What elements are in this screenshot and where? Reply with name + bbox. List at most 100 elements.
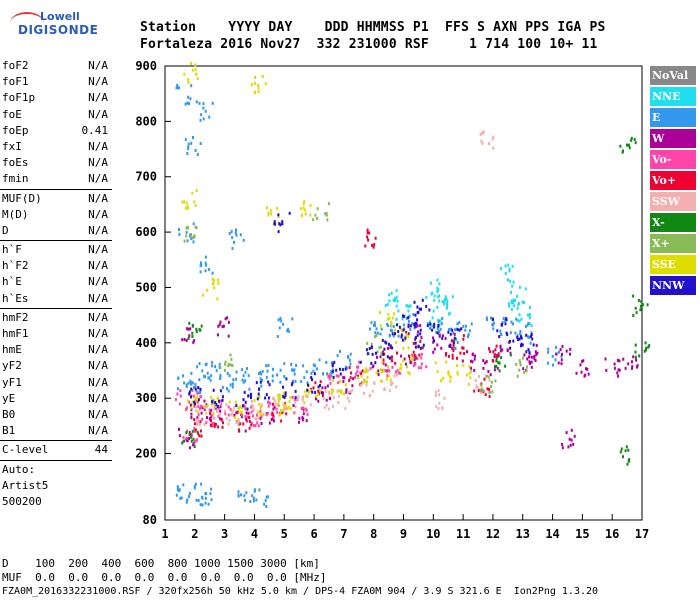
echo-mark-sse — [190, 62, 192, 66]
echo-mark-sse — [469, 376, 472, 380]
echo-mark-w — [561, 352, 563, 356]
echo-mark-vo — [394, 361, 397, 365]
echo-mark-nne — [500, 267, 502, 271]
echo-mark-nne — [431, 316, 434, 320]
echo-mark-nne — [528, 316, 531, 320]
echo-mark-e — [265, 495, 268, 499]
echo-mark-nnw — [282, 385, 284, 389]
echo-mark-vo — [329, 381, 332, 385]
echo-mark-vo — [495, 344, 498, 348]
echo-mark-nne — [508, 269, 511, 273]
echo-mark-sse — [315, 394, 318, 398]
echo-mark-nnw — [417, 344, 420, 348]
echo-mark-sse — [309, 389, 312, 392]
echo-mark-ssw — [492, 146, 495, 150]
param-name: foE — [2, 107, 22, 121]
echo-mark-e — [200, 482, 203, 486]
echo-mark-e — [197, 499, 200, 503]
echo-mark-e — [204, 269, 207, 273]
echo-mark-x — [190, 439, 193, 443]
echo-mark-x — [229, 363, 232, 367]
param-row-hes: h`Es N/A — [0, 291, 112, 307]
echo-mark-w — [432, 350, 435, 354]
echo-mark-x — [498, 361, 501, 365]
echo-mark-w — [534, 359, 537, 362]
logo-arc-icon — [10, 12, 44, 34]
echo-mark-w — [534, 350, 537, 354]
echo-mark-x — [625, 445, 628, 449]
echo-mark-ssw — [254, 417, 257, 421]
echo-mark-nnw — [433, 339, 435, 343]
echo-mark-nnw — [242, 404, 244, 408]
param-name: fmin — [2, 172, 29, 186]
echo-mark-w — [385, 369, 388, 373]
echo-mark-vo — [412, 350, 415, 354]
echo-mark-nne — [433, 298, 436, 302]
echo-mark-sse — [278, 397, 281, 401]
echo-mark-w — [494, 348, 497, 352]
echo-mark-nnw — [339, 372, 342, 376]
echo-mark-nne — [396, 299, 399, 303]
echo-mark-w — [555, 352, 558, 356]
echo-mark-x — [634, 306, 637, 310]
echo-mark-e — [515, 317, 518, 321]
echo-mark-w — [624, 366, 627, 370]
echo-mark-x — [380, 351, 383, 355]
echo-mark-nne — [446, 302, 448, 306]
echo-mark-nne — [395, 295, 398, 299]
echo-mark-ssw — [441, 406, 444, 410]
echo-mark-nnw — [281, 222, 284, 226]
param-value: N/A — [88, 156, 108, 170]
echo-mark-sse — [400, 363, 403, 367]
echo-mark-e — [310, 371, 313, 375]
echo-mark-sse — [267, 211, 270, 215]
echo-mark-ssw — [480, 391, 483, 395]
echo-mark-ssw — [438, 393, 440, 397]
echo-mark-w — [493, 355, 496, 358]
echo-mark-vo — [199, 407, 201, 411]
echo-mark-vo — [412, 341, 415, 345]
echo-mark-nnw — [216, 405, 219, 408]
echo-mark-x — [632, 294, 635, 298]
echo-mark-ssw — [198, 423, 201, 426]
echo-mark-nne — [397, 309, 400, 313]
y-tick-label: 80 — [143, 513, 157, 527]
param-row-fxi: fxI N/A — [0, 139, 112, 155]
echo-mark-w — [189, 403, 192, 407]
echo-mark-vo — [246, 415, 249, 419]
echo-mark-vo — [382, 350, 384, 354]
echo-mark-vo — [209, 411, 211, 415]
echo-mark-e — [237, 490, 240, 494]
echo-mark-e — [456, 340, 459, 344]
echo-mark-sse — [390, 320, 393, 324]
echo-mark-sse — [382, 369, 385, 373]
echo-mark-sse — [202, 404, 205, 408]
echo-mark-vo — [459, 351, 462, 355]
echo-mark-x — [370, 342, 373, 346]
echo-mark-x — [634, 141, 637, 145]
param-value: N/A — [88, 391, 108, 405]
echo-mark-e — [405, 316, 408, 320]
echo-mark-x — [628, 458, 631, 462]
echo-mark-sse — [389, 378, 392, 382]
param-value: N/A — [88, 259, 108, 273]
echo-mark-x — [193, 234, 196, 238]
echo-mark-sse — [380, 367, 382, 371]
echo-mark-vo — [193, 440, 196, 444]
echo-mark-w — [181, 338, 184, 342]
echo-mark-vo — [492, 350, 495, 354]
echo-mark-w — [357, 374, 359, 378]
echo-mark-vo — [219, 399, 222, 403]
echo-mark-vo — [247, 411, 250, 415]
echo-mark-e — [202, 374, 205, 378]
echo-mark-e — [456, 322, 459, 326]
echo-mark-w — [379, 355, 382, 359]
echo-mark-vo — [244, 407, 247, 411]
echo-mark-e — [529, 341, 532, 345]
echo-mark-ssw — [303, 409, 306, 413]
echo-mark-nnw — [214, 401, 217, 404]
autoscaling-text: Auto: — [2, 462, 36, 476]
echo-mark-nne — [516, 294, 519, 298]
param-name: hmF2 — [2, 310, 29, 324]
echo-mark-ssw — [283, 406, 286, 410]
